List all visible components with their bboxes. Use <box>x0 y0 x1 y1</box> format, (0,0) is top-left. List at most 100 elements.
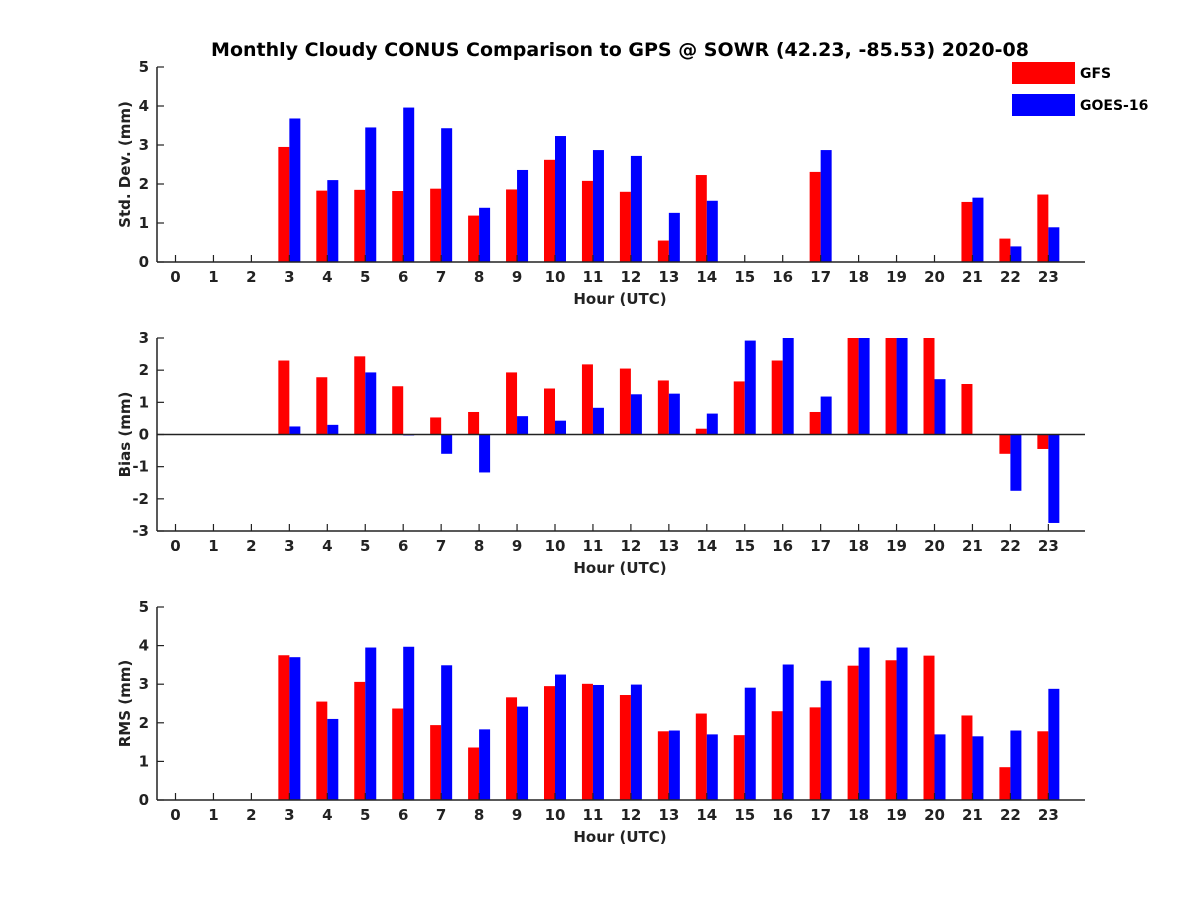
bar-goes16-hour-5 <box>365 647 377 800</box>
bar-gfs-hour-10 <box>544 159 555 262</box>
bar-goes16-hour-22 <box>1010 434 1022 491</box>
legend-swatch-gfs <box>1012 62 1075 84</box>
bar-goes16-hour-14 <box>706 200 718 262</box>
x-axis-label: Hour (UTC) <box>573 559 666 577</box>
x-tick-label: 12 <box>620 806 641 824</box>
bar-gfs-hour-13 <box>657 731 669 800</box>
x-tick-label: 19 <box>886 268 907 286</box>
x-tick-label: 18 <box>848 268 869 286</box>
y-tick-label: -2 <box>132 490 149 508</box>
x-tick-label: 6 <box>398 806 408 824</box>
x-tick-label: 14 <box>696 268 717 286</box>
bar-gfs-hour-21 <box>961 383 973 435</box>
x-tick-label: 11 <box>583 268 604 286</box>
bar-gfs-hour-17 <box>809 707 821 800</box>
bar-goes16-hour-11 <box>592 150 604 262</box>
x-tick-label: 15 <box>734 806 755 824</box>
bar-goes16-hour-10 <box>555 136 566 262</box>
bar-gfs-hour-13 <box>657 240 669 262</box>
bar-gfs-hour-17 <box>809 411 821 435</box>
bar-gfs-hour-23 <box>1037 434 1049 449</box>
bar-gfs-hour-10 <box>544 388 555 435</box>
bar-goes16-hour-13 <box>668 393 680 435</box>
x-tick-label: 15 <box>734 537 755 555</box>
x-tick-label: 19 <box>886 537 907 555</box>
bar-goes16-hour-6 <box>403 646 415 800</box>
x-tick-label: 18 <box>848 806 869 824</box>
bar-gfs-hour-18 <box>847 665 859 800</box>
bar-goes16-hour-21 <box>972 197 984 262</box>
bar-gfs-hour-7 <box>430 417 442 435</box>
x-tick-label: 23 <box>1038 268 1059 286</box>
x-tick-label: 6 <box>398 268 408 286</box>
x-tick-label: 4 <box>322 806 332 824</box>
x-tick-label: 17 <box>810 806 831 824</box>
bar-gfs-hour-14 <box>695 428 707 435</box>
bar-gfs-hour-10 <box>544 686 555 800</box>
x-tick-label: 12 <box>620 537 641 555</box>
bar-gfs-hour-8 <box>468 747 480 800</box>
x-tick-label: 2 <box>246 268 256 286</box>
bar-goes16-hour-20 <box>934 734 946 800</box>
bar-gfs-hour-12 <box>619 695 631 800</box>
x-tick-label: 22 <box>1000 268 1021 286</box>
x-tick-label: 8 <box>474 268 484 286</box>
bar-gfs-hour-20 <box>923 338 935 435</box>
bar-goes16-hour-22 <box>1010 730 1022 800</box>
bar-gfs-hour-18 <box>847 338 859 435</box>
x-tick-label: 7 <box>436 268 446 286</box>
y-axis-label: Bias (mm) <box>116 392 134 478</box>
y-tick-label: 5 <box>139 58 149 76</box>
bar-gfs-hour-6 <box>392 708 404 800</box>
x-tick-label: 20 <box>924 537 945 555</box>
y-tick-label: 2 <box>139 175 149 193</box>
bar-goes16-hour-19 <box>896 647 908 800</box>
bar-gfs-hour-14 <box>695 175 707 262</box>
bar-gfs-hour-5 <box>354 356 366 435</box>
x-tick-label: 13 <box>658 806 679 824</box>
x-tick-label: 0 <box>170 806 180 824</box>
bar-gfs-hour-16 <box>771 360 783 435</box>
y-tick-label: 1 <box>139 393 149 411</box>
bar-gfs-hour-4 <box>316 190 328 262</box>
legend-label-gfs: GFS <box>1080 66 1111 82</box>
bar-gfs-hour-12 <box>619 191 631 262</box>
bar-gfs-hour-11 <box>581 364 593 435</box>
bar-goes16-hour-18 <box>858 338 870 435</box>
bar-gfs-hour-11 <box>581 180 593 262</box>
x-tick-label: 10 <box>545 537 566 555</box>
bar-gfs-hour-9 <box>506 697 518 800</box>
bar-gfs-hour-21 <box>961 201 973 262</box>
bar-goes16-hour-17 <box>820 680 832 800</box>
bar-goes16-hour-12 <box>630 394 642 435</box>
legend: GFS GOES-16 <box>1012 62 1148 116</box>
legend-swatch-goes16 <box>1012 94 1075 116</box>
bar-goes16-hour-19 <box>896 338 908 435</box>
x-tick-label: 21 <box>962 268 983 286</box>
bar-goes16-hour-3 <box>289 657 301 800</box>
bar-gfs-hour-8 <box>468 215 480 262</box>
bar-goes16-hour-12 <box>630 684 642 800</box>
bar-gfs-hour-17 <box>809 171 821 262</box>
bar-goes16-hour-17 <box>820 396 832 435</box>
bar-gfs-hour-22 <box>999 434 1011 454</box>
x-tick-label: 1 <box>208 537 218 555</box>
x-tick-label: 5 <box>360 268 370 286</box>
bar-goes16-hour-5 <box>365 372 377 435</box>
bar-goes16-hour-6 <box>403 107 415 262</box>
bar-goes16-hour-9 <box>517 706 529 800</box>
x-tick-label: 9 <box>512 537 522 555</box>
x-tick-label: 7 <box>436 806 446 824</box>
bar-goes16-hour-21 <box>972 736 984 800</box>
bar-goes16-hour-8 <box>479 729 491 800</box>
x-tick-label: 8 <box>474 537 484 555</box>
bar-goes16-hour-7 <box>441 665 453 800</box>
bar-gfs-hour-4 <box>316 701 328 800</box>
x-tick-label: 5 <box>360 537 370 555</box>
bar-gfs-hour-5 <box>354 681 366 800</box>
bar-gfs-hour-23 <box>1037 731 1049 800</box>
x-tick-label: 14 <box>696 537 717 555</box>
y-tick-label: 0 <box>139 426 149 444</box>
x-tick-label: 21 <box>962 806 983 824</box>
bar-goes16-hour-7 <box>441 128 453 262</box>
